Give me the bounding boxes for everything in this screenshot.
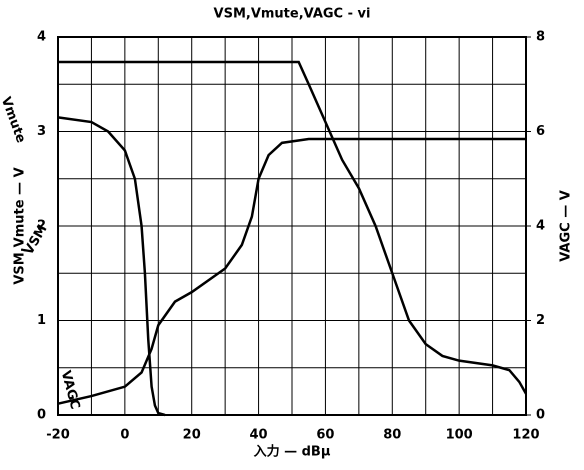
y2-tick-label: 6 xyxy=(536,124,545,139)
line-series xyxy=(57,137,526,405)
x-tick-label: 120 xyxy=(512,428,539,443)
y2-axis-label: VAGC — V xyxy=(559,190,574,262)
plot-frame xyxy=(57,36,527,416)
x-axis-label: 入力 — dBμ xyxy=(254,444,331,460)
y2-tick-label: 0 xyxy=(536,408,545,423)
x-tick-label: 40 xyxy=(250,428,268,443)
line-series xyxy=(58,60,528,395)
y-tick-label: 4 xyxy=(37,30,46,45)
x-tick-label: -20 xyxy=(46,428,70,443)
y2-tick-label: 2 xyxy=(536,313,545,328)
series-label: VAGC xyxy=(58,369,83,411)
y2-tick-label: 8 xyxy=(536,30,545,45)
line-series xyxy=(57,116,166,417)
y-tick-label: 0 xyxy=(37,408,46,423)
x-tick-label: 100 xyxy=(446,428,473,443)
x-tick-label: 20 xyxy=(183,428,201,443)
x-tick-label: 0 xyxy=(120,428,129,443)
x-tick-label: 80 xyxy=(383,428,401,443)
series-label: Vmute xyxy=(0,95,28,145)
chart-title: VSM,Vmute,VAGC - vi xyxy=(214,7,371,22)
y-tick-label: 1 xyxy=(37,313,46,328)
y-tick-label: 3 xyxy=(37,124,46,139)
y-tick-label: 2 xyxy=(37,219,46,234)
y2-tick-label: 4 xyxy=(536,219,545,234)
x-tick-label: 60 xyxy=(316,428,334,443)
y-axis-label: VSM,Vmute — V xyxy=(13,167,28,284)
